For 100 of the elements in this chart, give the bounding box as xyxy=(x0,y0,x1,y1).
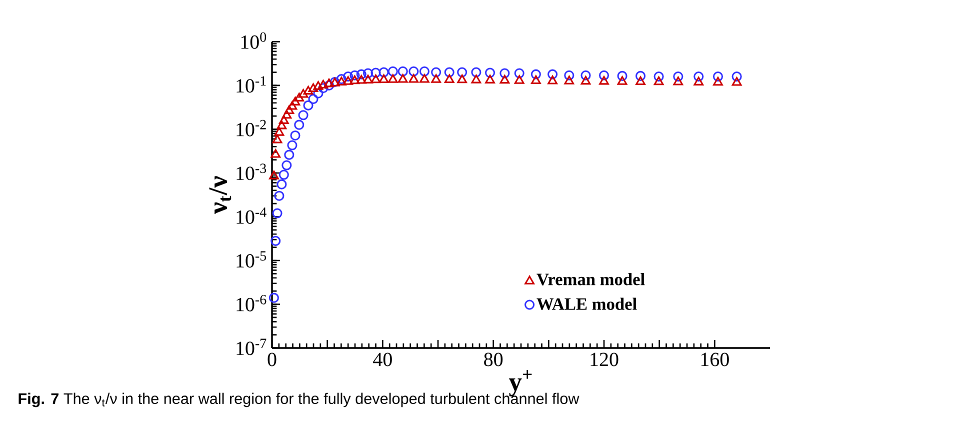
point xyxy=(444,74,454,84)
point xyxy=(471,74,482,84)
point xyxy=(673,72,684,82)
point xyxy=(654,72,664,82)
point xyxy=(712,72,724,82)
y-tick-label: 10$^{-5}$ xyxy=(236,251,266,268)
y-tick-label: 10$^{-4}$ xyxy=(236,208,266,224)
point xyxy=(362,68,374,78)
point xyxy=(298,110,308,120)
point xyxy=(287,140,298,150)
point xyxy=(531,75,541,84)
point xyxy=(284,150,294,160)
point xyxy=(694,76,704,86)
point xyxy=(471,67,482,78)
point xyxy=(350,70,360,80)
point xyxy=(290,130,300,141)
point xyxy=(370,74,381,84)
point xyxy=(485,74,495,84)
point xyxy=(343,76,354,85)
point xyxy=(617,70,628,81)
point xyxy=(336,76,346,86)
point xyxy=(408,74,419,83)
point xyxy=(500,74,510,84)
y-tick-label: 10$^{-2}$ xyxy=(236,120,266,136)
point xyxy=(514,75,524,84)
point xyxy=(282,110,292,119)
point xyxy=(694,72,704,82)
y-tick-label: 10$^{-1}$ xyxy=(236,76,266,93)
x-tick-label: 80 xyxy=(484,352,503,366)
point xyxy=(324,78,334,88)
point xyxy=(564,70,574,80)
point xyxy=(617,76,628,85)
point xyxy=(269,170,279,180)
point xyxy=(303,86,314,95)
point xyxy=(599,76,609,85)
point xyxy=(308,94,318,104)
point xyxy=(408,66,419,76)
point xyxy=(270,149,281,158)
point xyxy=(284,105,294,114)
point xyxy=(457,74,467,84)
point xyxy=(308,83,318,92)
point xyxy=(530,69,541,80)
point xyxy=(420,74,430,83)
point xyxy=(268,292,279,303)
point xyxy=(713,76,723,86)
point xyxy=(363,74,373,84)
y-axis-title: ν$_{t}$/ν xyxy=(209,176,232,214)
x-tick-label: 0 xyxy=(268,352,276,366)
point xyxy=(431,67,442,78)
point xyxy=(635,70,646,81)
point xyxy=(514,68,524,78)
x-tick-label: 160 xyxy=(701,352,729,366)
point xyxy=(290,96,300,106)
point xyxy=(636,76,646,86)
point xyxy=(500,68,510,78)
point xyxy=(457,67,468,78)
point xyxy=(580,76,591,85)
point xyxy=(294,120,304,130)
point xyxy=(278,170,289,180)
point xyxy=(484,68,496,78)
point xyxy=(313,88,324,98)
point xyxy=(298,89,308,98)
point xyxy=(378,67,389,78)
point xyxy=(673,76,684,86)
point xyxy=(598,70,610,80)
point xyxy=(378,74,389,84)
point xyxy=(356,74,366,84)
point xyxy=(419,66,430,76)
point xyxy=(287,101,298,110)
point xyxy=(564,76,574,84)
point xyxy=(303,100,314,110)
point xyxy=(274,190,284,201)
point xyxy=(356,69,366,80)
point xyxy=(272,134,282,144)
point xyxy=(580,70,591,80)
point xyxy=(336,74,346,84)
point xyxy=(276,120,287,130)
point xyxy=(278,115,289,124)
point xyxy=(732,77,742,86)
point xyxy=(270,236,281,246)
point xyxy=(732,72,742,82)
point xyxy=(274,127,284,136)
point xyxy=(313,81,324,90)
point xyxy=(548,76,558,84)
y-tick-label: 10$^{0}$ xyxy=(241,32,266,49)
x-tick-label: 120 xyxy=(590,352,618,366)
point xyxy=(398,74,408,83)
legend-label: Vreman model xyxy=(536,273,645,286)
point xyxy=(654,76,664,86)
point xyxy=(272,208,282,218)
point xyxy=(294,92,304,102)
point xyxy=(444,67,454,78)
point xyxy=(398,66,408,76)
x-tick-label: 40 xyxy=(373,352,392,366)
y-tick-label: 10$^{-6}$ xyxy=(236,294,266,312)
legend-label: WALE model xyxy=(536,298,637,310)
y-tick-label: 10$^{-3}$ xyxy=(236,164,266,180)
point xyxy=(276,179,287,190)
point xyxy=(343,72,354,82)
point xyxy=(548,69,558,80)
